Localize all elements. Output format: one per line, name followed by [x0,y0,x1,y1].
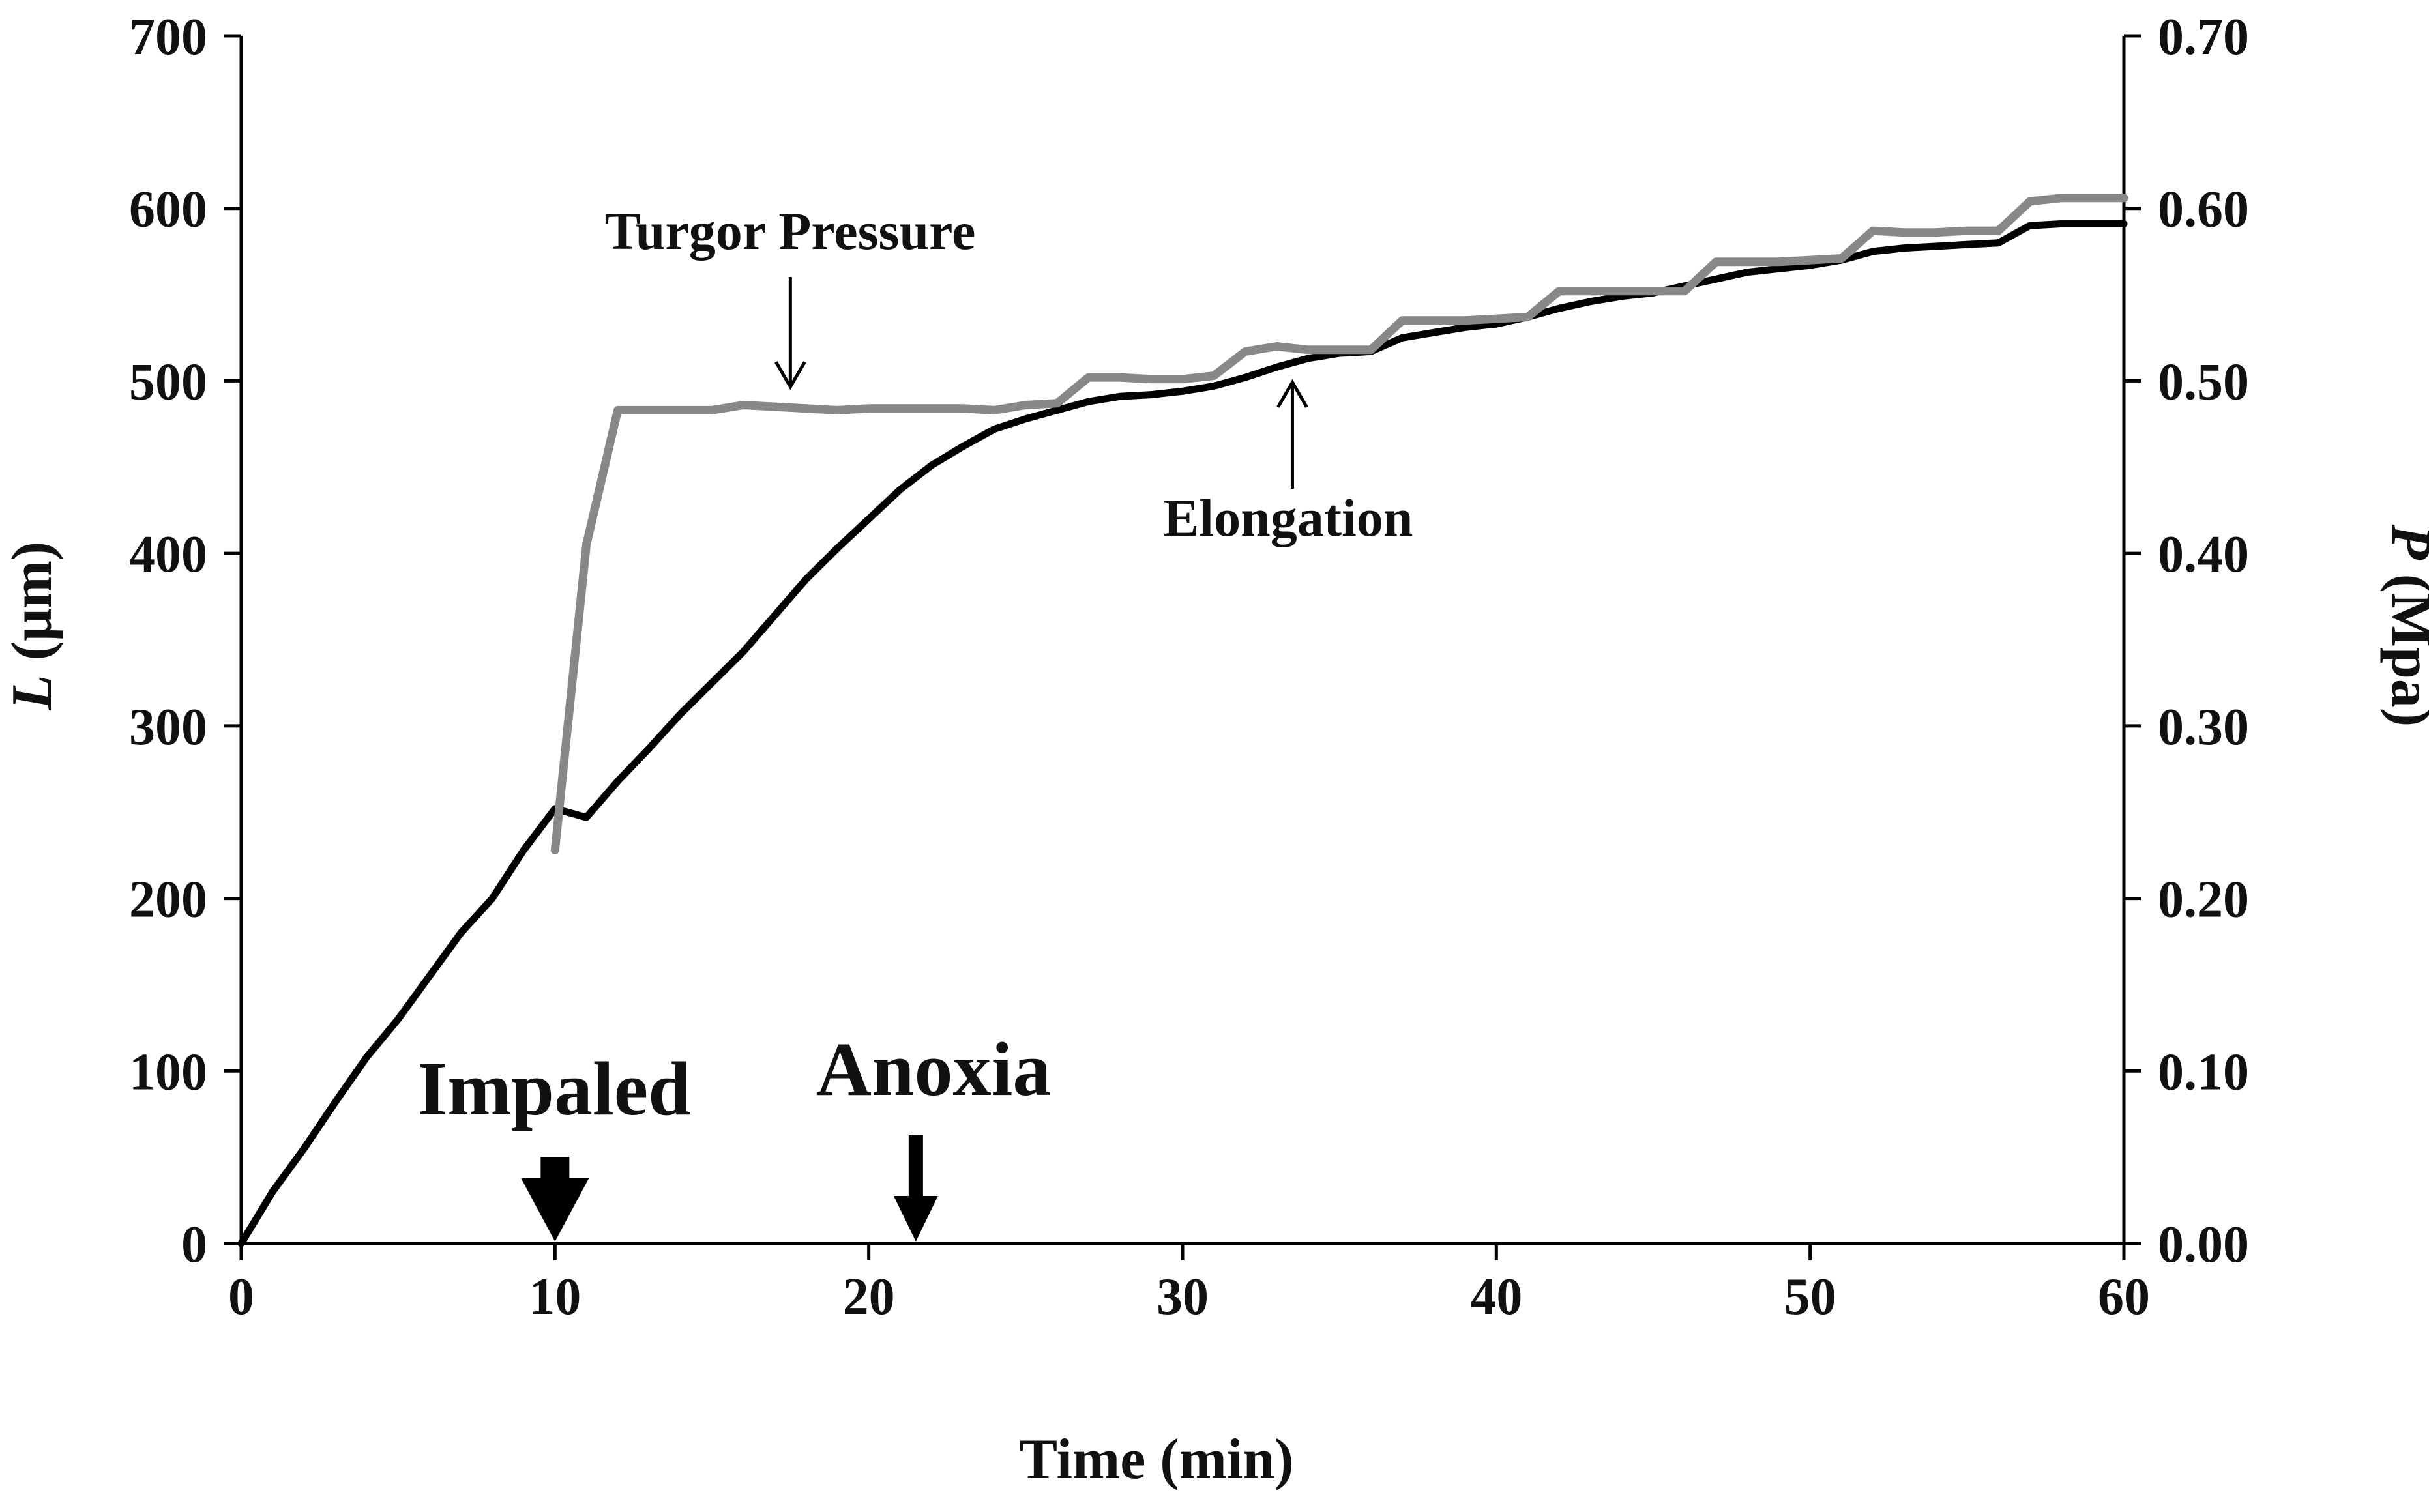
series-line-turgor-pressure [550,194,2128,854]
y-left-tick-label: 0 [181,1216,207,1273]
impaled-arrow-head [521,1178,589,1242]
y-left-tick-label: 200 [129,871,207,929]
y-right-tick-label: 0.50 [2158,353,2249,411]
x-tick-label: 60 [2098,1268,2150,1326]
y-left-tick-label: 400 [129,526,207,583]
y-axis-left-title: L (µm) [1,542,64,710]
series-line-elongation [237,220,2128,1247]
y-axis-right-title: P (Mpa) [2379,524,2429,727]
annotations: Turgor Pressure Elongation Impaled Anoxia [417,201,1413,1242]
y-right-tick-label: 0.30 [2158,699,2249,756]
y-right-tick-label: 0.40 [2158,526,2249,583]
y-left-tick-label: 300 [129,699,207,756]
y-left-tick-label: 100 [129,1043,207,1101]
x-tick-label: 10 [529,1268,581,1326]
anoxia-arrow-head [893,1196,938,1242]
y-left-tick-label: 600 [129,181,207,239]
elongation-arrow-head [1276,379,1308,408]
turgor-pressure-label: Turgor Pressure [605,201,976,261]
y-right-tick-label: 0.60 [2158,181,2249,239]
y-axis-left-title-unit: (µm) [1,542,64,675]
y-axis-right-title-unit: (Mpa) [2379,560,2429,727]
x-tick-label: 20 [843,1268,895,1326]
x-axis: 0 10 20 30 40 50 60 [228,1243,2150,1326]
x-tick-label: 40 [1470,1268,1522,1326]
y-left-tick-label: 500 [129,353,207,411]
anoxia-arrow-shaft [908,1135,923,1199]
anoxia-label: Anoxia [816,1026,1052,1112]
y-axis-right: 0.00 0.10 0.20 0.30 0.40 0.50 0.60 0.70 [2124,8,2249,1273]
y-axis-left-title-symbol: L [1,675,64,710]
y-right-tick-label: 0.70 [2158,8,2249,66]
x-axis-title: Time (min) [1019,1428,1293,1491]
turgor-pressure-arrow-head [774,361,806,390]
y-axis-left: 0 100 200 300 400 500 600 700 [129,8,241,1273]
elongation-label: Elongation [1164,488,1413,547]
y-right-tick-label: 0.00 [2158,1216,2249,1273]
impaled-label: Impaled [417,1046,691,1131]
series-layer [237,194,2128,1247]
x-tick-label: 50 [1784,1268,1836,1326]
y-right-tick-label: 0.20 [2158,871,2249,929]
x-tick-label: 30 [1156,1268,1209,1326]
y-left-tick-label: 700 [129,8,207,66]
x-tick-label: 0 [228,1268,254,1326]
y-right-tick-label: 0.10 [2158,1043,2249,1101]
y-axis-right-title-symbol: P [2379,524,2429,560]
